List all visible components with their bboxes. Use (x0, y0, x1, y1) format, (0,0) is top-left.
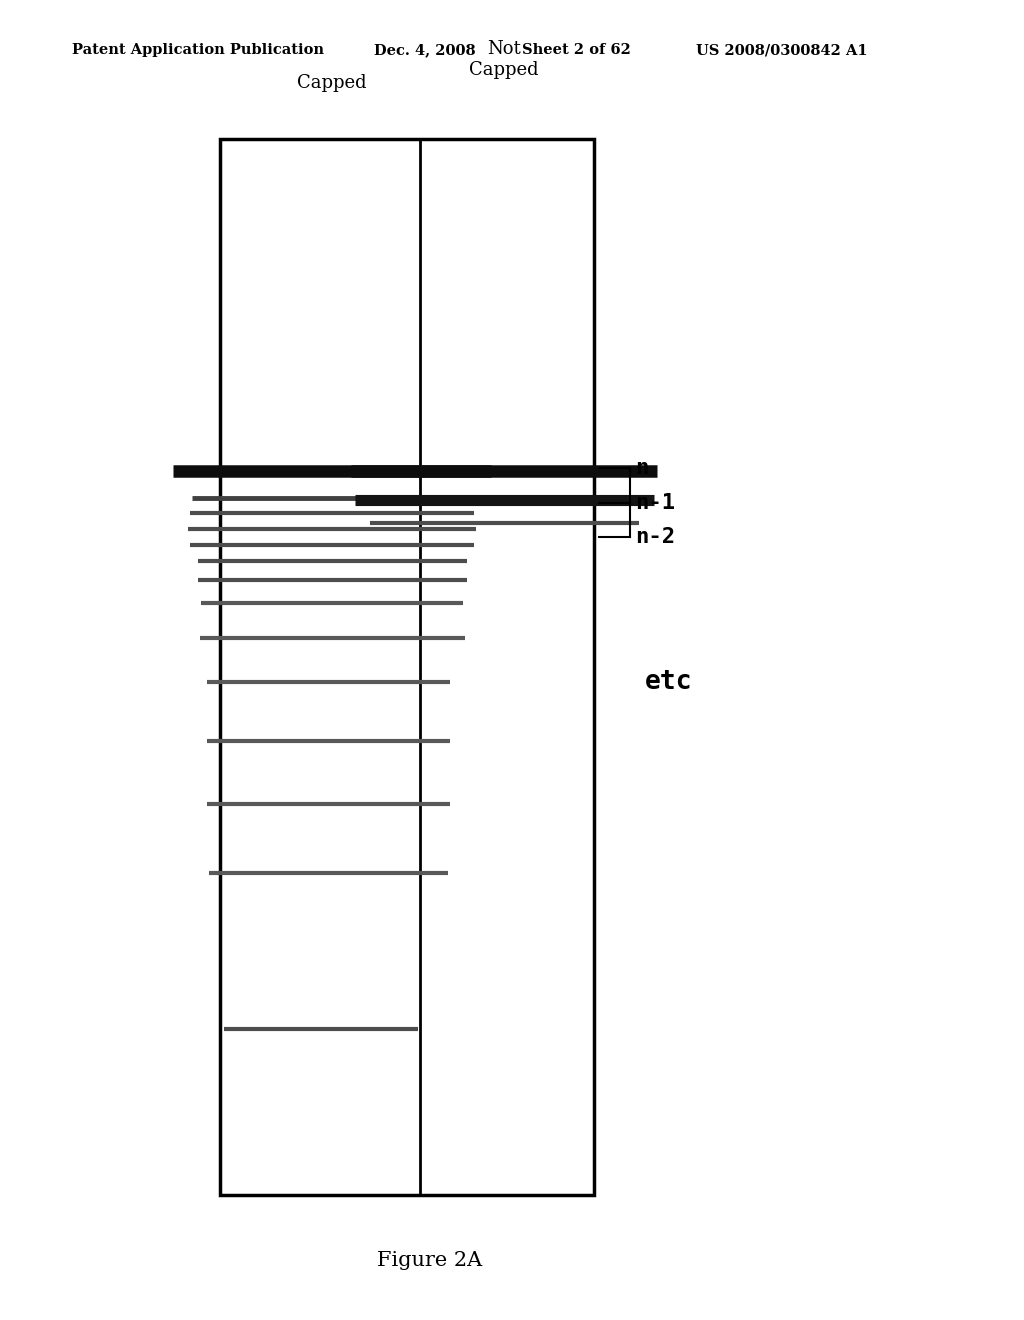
Bar (220, 139, 594, 1195)
Text: Dec. 4, 2008: Dec. 4, 2008 (374, 44, 475, 57)
Text: Sheet 2 of 62: Sheet 2 of 62 (522, 44, 631, 57)
Text: etc: etc (645, 669, 693, 696)
Text: Not
Capped: Not Capped (469, 41, 539, 79)
Text: n-1: n-1 (635, 492, 675, 513)
Text: US 2008/0300842 A1: US 2008/0300842 A1 (696, 44, 868, 57)
Text: Capped: Capped (298, 74, 367, 92)
Text: n: n (635, 458, 648, 478)
Text: Figure 2A: Figure 2A (378, 1251, 482, 1270)
Text: Patent Application Publication: Patent Application Publication (72, 44, 324, 57)
Text: n-2: n-2 (635, 527, 675, 546)
